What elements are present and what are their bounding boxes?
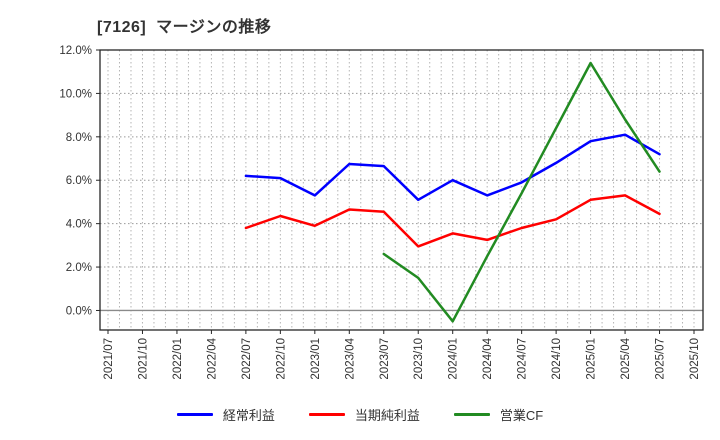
chart-title: [7126] マージンの推移 — [97, 19, 272, 36]
x-tick-label: 2022/01 — [172, 338, 184, 380]
x-tick-label: 2022/04 — [206, 337, 218, 379]
y-tick-label: 4.0% — [66, 219, 92, 231]
x-tick-label: 2023/07 — [379, 338, 391, 380]
legend-item-ordinary-income: 経常利益 — [176, 405, 275, 424]
y-tick-label: 10.0% — [59, 88, 92, 100]
legend-label-net-income: 当期純利益 — [354, 408, 420, 423]
y-tick-label: 2.0% — [66, 262, 92, 274]
x-tick-label: 2025/10 — [689, 338, 701, 380]
legend-label-ordinary-income: 経常利益 — [222, 408, 275, 423]
chart-legend: 経常利益 当期純利益 営業CF — [0, 405, 720, 424]
net-income-line-icon — [308, 413, 345, 416]
y-tick-label: 8.0% — [66, 132, 92, 144]
y-tick-label: 0.0% — [66, 305, 92, 317]
legend-item-net-income: 当期純利益 — [308, 405, 420, 424]
operating-cf-line-icon — [453, 413, 490, 416]
x-tick-label: 2021/10 — [137, 338, 149, 380]
x-tick-label: 2023/04 — [344, 337, 356, 379]
x-tick-label: 2024/10 — [551, 338, 563, 380]
x-tick-label: 2023/01 — [310, 338, 322, 380]
x-tick-label: 2024/07 — [517, 338, 529, 380]
legend-item-operating-cf: 営業CF — [453, 405, 544, 424]
axis-frame — [99, 49, 704, 331]
x-tick-label: 2021/07 — [103, 338, 115, 380]
x-tick-label: 2025/07 — [655, 338, 667, 380]
x-tick-label: 2025/01 — [586, 338, 598, 380]
series-line-0 — [244, 133, 661, 202]
x-tick-label: 2024/04 — [482, 337, 494, 379]
x-tick-label: 2024/01 — [448, 338, 460, 380]
x-tick-label: 2025/04 — [620, 337, 632, 379]
x-tick-label: 2022/10 — [275, 338, 287, 380]
series-line-1 — [244, 194, 661, 248]
y-tick-label: 6.0% — [66, 175, 92, 187]
legend-label-operating-cf: 営業CF — [499, 408, 544, 423]
x-tick-label: 2023/10 — [413, 338, 425, 380]
ordinary-income-line-icon — [176, 413, 213, 416]
x-tick-label: 2022/07 — [241, 338, 253, 380]
series-line-2 — [382, 61, 661, 323]
y-tick-label: 12.0% — [59, 45, 92, 57]
